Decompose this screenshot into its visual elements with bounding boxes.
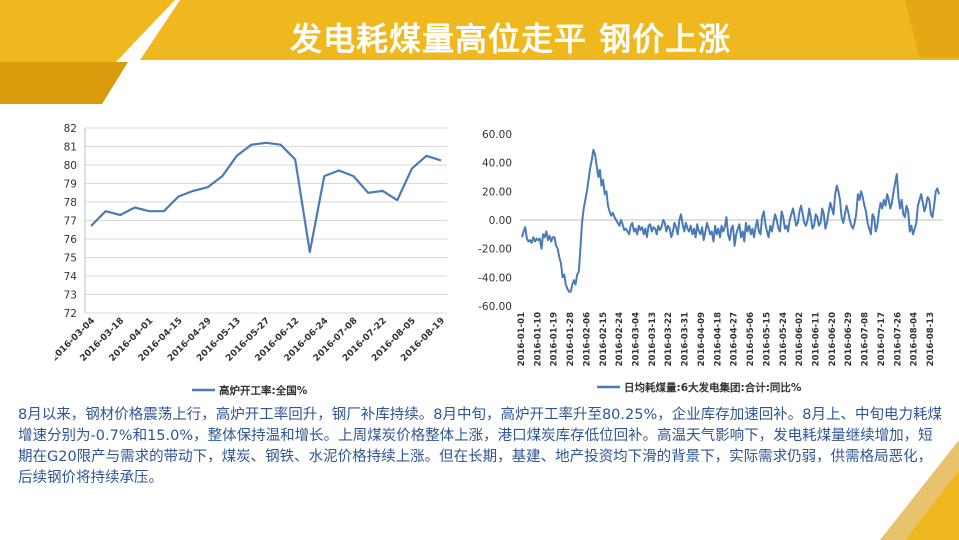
x-tick-label: 2016-03-22 bbox=[664, 312, 674, 366]
series-line bbox=[90, 141, 442, 254]
y-tick-label: 60.00 bbox=[482, 129, 512, 141]
y-tick-label: 80 bbox=[64, 160, 77, 172]
x-tick-label: 2016-02-24 bbox=[615, 312, 625, 366]
y-tick-label: 81 bbox=[64, 142, 77, 154]
x-tick-label: 2016-07-17 bbox=[877, 312, 887, 366]
legend-label: 高炉开工率:全国% bbox=[219, 384, 308, 397]
y-tick-label: 75 bbox=[64, 253, 77, 265]
x-tick-label: 2016-08-04 bbox=[910, 312, 920, 366]
x-tick-label: 2016-01-28 bbox=[566, 312, 576, 366]
y-tick-label: 72 bbox=[64, 308, 77, 320]
y-tick-label: 77 bbox=[64, 216, 77, 228]
y-tick-label: 73 bbox=[64, 290, 77, 302]
x-tick-label: 2016-06-11 bbox=[811, 312, 821, 366]
x-tick-label: 2016-01-01 bbox=[517, 312, 527, 366]
slide-title: 发电耗煤量高位走平 钢价上涨 bbox=[290, 20, 732, 58]
y-tick-label: -40.00 bbox=[478, 272, 512, 284]
legend-label: 日均耗煤量:6大发电集团:合计:同比% bbox=[624, 381, 802, 394]
x-tick-label: 2016-04-27 bbox=[730, 312, 740, 366]
x-tick-label: 2016-06-02 bbox=[795, 312, 805, 366]
x-tick-label: 2016-05-24 bbox=[779, 312, 789, 366]
x-tick-label: 2016-08-13 bbox=[926, 312, 936, 366]
header-right-accent bbox=[905, 0, 959, 58]
blast-furnace-chart: 72737475767778798081822016-03-042016-03-… bbox=[55, 123, 447, 397]
y-tick-label: 74 bbox=[64, 271, 78, 283]
x-tick-label: 2016-01-19 bbox=[550, 312, 560, 366]
x-tick-label: 2016-04-18 bbox=[713, 312, 723, 366]
header-banner bbox=[140, 0, 959, 60]
x-tick-label: 2016-04-09 bbox=[697, 312, 707, 366]
x-tick-label: 2016-02-06 bbox=[582, 312, 592, 366]
y-tick-label: 0.00 bbox=[489, 215, 512, 227]
analysis-paragraph: 8月以来，钢材价格震荡上行，高炉开工率回升，钢厂补库持续。8月中旬，高炉开工率升… bbox=[18, 407, 942, 486]
y-tick-label: -20.00 bbox=[478, 244, 512, 256]
x-tick-label: 2016-03-13 bbox=[648, 312, 658, 366]
header-left-accent bbox=[0, 62, 128, 104]
y-tick-label: 40.00 bbox=[482, 158, 512, 170]
y-tick-label: 76 bbox=[64, 234, 78, 246]
x-tick-label: 2016-05-15 bbox=[762, 312, 772, 366]
series-line bbox=[521, 148, 940, 293]
footer-right-accent bbox=[880, 440, 959, 540]
y-tick-label: 79 bbox=[64, 179, 77, 191]
y-tick-label: 78 bbox=[64, 197, 77, 209]
y-tick-label: 20.00 bbox=[482, 186, 512, 198]
y-tick-label: 82 bbox=[64, 123, 77, 135]
x-tick-label: 2016-01-10 bbox=[533, 312, 543, 366]
coal-consumption-chart: 60.00 40.00 20.00 0.00 -20.00 -40.00 -60.00 201… bbox=[478, 129, 943, 394]
y-tick-label: -60.00 bbox=[478, 301, 512, 313]
x-tick-label: 2016-05-06 bbox=[746, 312, 756, 366]
x-tick-label: 2016-07-26 bbox=[893, 312, 903, 366]
x-tick-label: 2016-03-04 bbox=[632, 312, 642, 366]
x-tick-label: 2016-06-20 bbox=[828, 312, 838, 366]
x-tick-label: 2016-02-15 bbox=[599, 312, 609, 366]
x-tick-label: 2016-03-31 bbox=[681, 312, 691, 366]
x-tick-label: 2016-07-08 bbox=[861, 312, 871, 366]
x-tick-label: 2016-06-29 bbox=[844, 312, 854, 366]
